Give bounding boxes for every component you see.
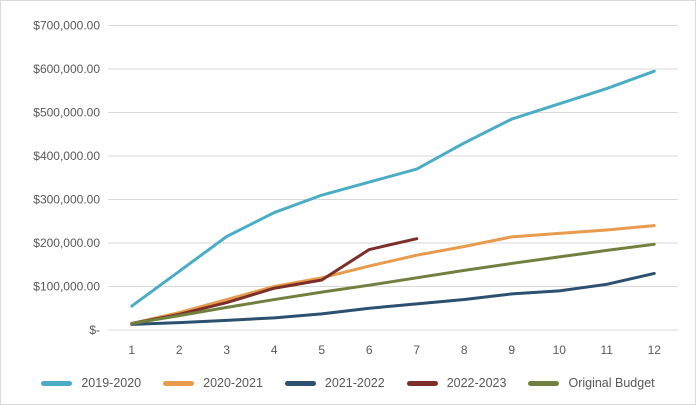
y-axis-tick-label: $400,000.00 [33,149,100,163]
y-axis-tick-label: $- [89,323,100,337]
legend-item-original-budget: Original Budget [528,376,655,390]
y-axis-tick-label: $300,000.00 [33,193,100,207]
x-axis-tick-label: 6 [366,343,373,357]
series-line-2019-2020 [130,69,656,308]
y-axis-tick-label: $500,000.00 [33,106,100,120]
x-axis-tick-label: 2 [176,343,183,357]
x-axis-tick-label: 8 [461,343,468,357]
series-line-2021-2022 [130,271,656,326]
legend-item-2020-2021: 2020-2021 [163,376,263,390]
x-axis-tick-label: 3 [223,343,230,357]
legend-label: 2019-2020 [81,376,142,390]
series-line-2020-2021 [130,224,656,325]
legend-label: Original Budget [568,376,655,390]
y-axis-tick-label: $700,000.00 [33,19,100,33]
chart-legend: 2019-2020 2020-2021 2021-2022 2022-2023 Orig… [1,368,695,398]
legend-label: 2021-2022 [324,376,385,390]
x-axis-tick-label: 12 [648,343,662,357]
x-axis-tick-label: 4 [271,343,278,357]
x-axis-tick-label: 7 [413,343,420,357]
x-axis-tick-label: 10 [553,343,567,357]
y-axis-tick-label: $200,000.00 [33,236,100,250]
legend-item-2022-2023: 2022-2023 [406,376,507,390]
legend-line-swatch-icon [163,380,195,386]
legend-label: 2020-2021 [203,376,263,390]
legend-label: 2022-2023 [446,376,507,390]
legend-line-swatch-icon [406,380,438,386]
line-chart-plot-area: $- $100,000.00 $200,000.00 $300,000.00 $400,… [33,19,678,357]
x-axis-tick-label: 5 [318,343,325,357]
x-axis-tick-label: 11 [601,343,614,357]
legend-line-swatch-icon [284,380,316,386]
series-line-original-budget [130,242,656,325]
x-axis-tick-label: 1 [128,343,135,357]
series-line-2022-2023 [130,237,419,325]
x-axis-tick-label: 9 [508,343,515,357]
legend-line-swatch-icon [528,380,560,386]
legend-item-2021-2022: 2021-2022 [284,376,385,390]
legend-item-2019-2020: 2019-2020 [41,376,141,390]
legend-line-swatch-icon [41,380,73,386]
y-axis-tick-label: $100,000.00 [33,280,100,294]
y-axis-tick-label: $600,000.00 [33,62,100,76]
